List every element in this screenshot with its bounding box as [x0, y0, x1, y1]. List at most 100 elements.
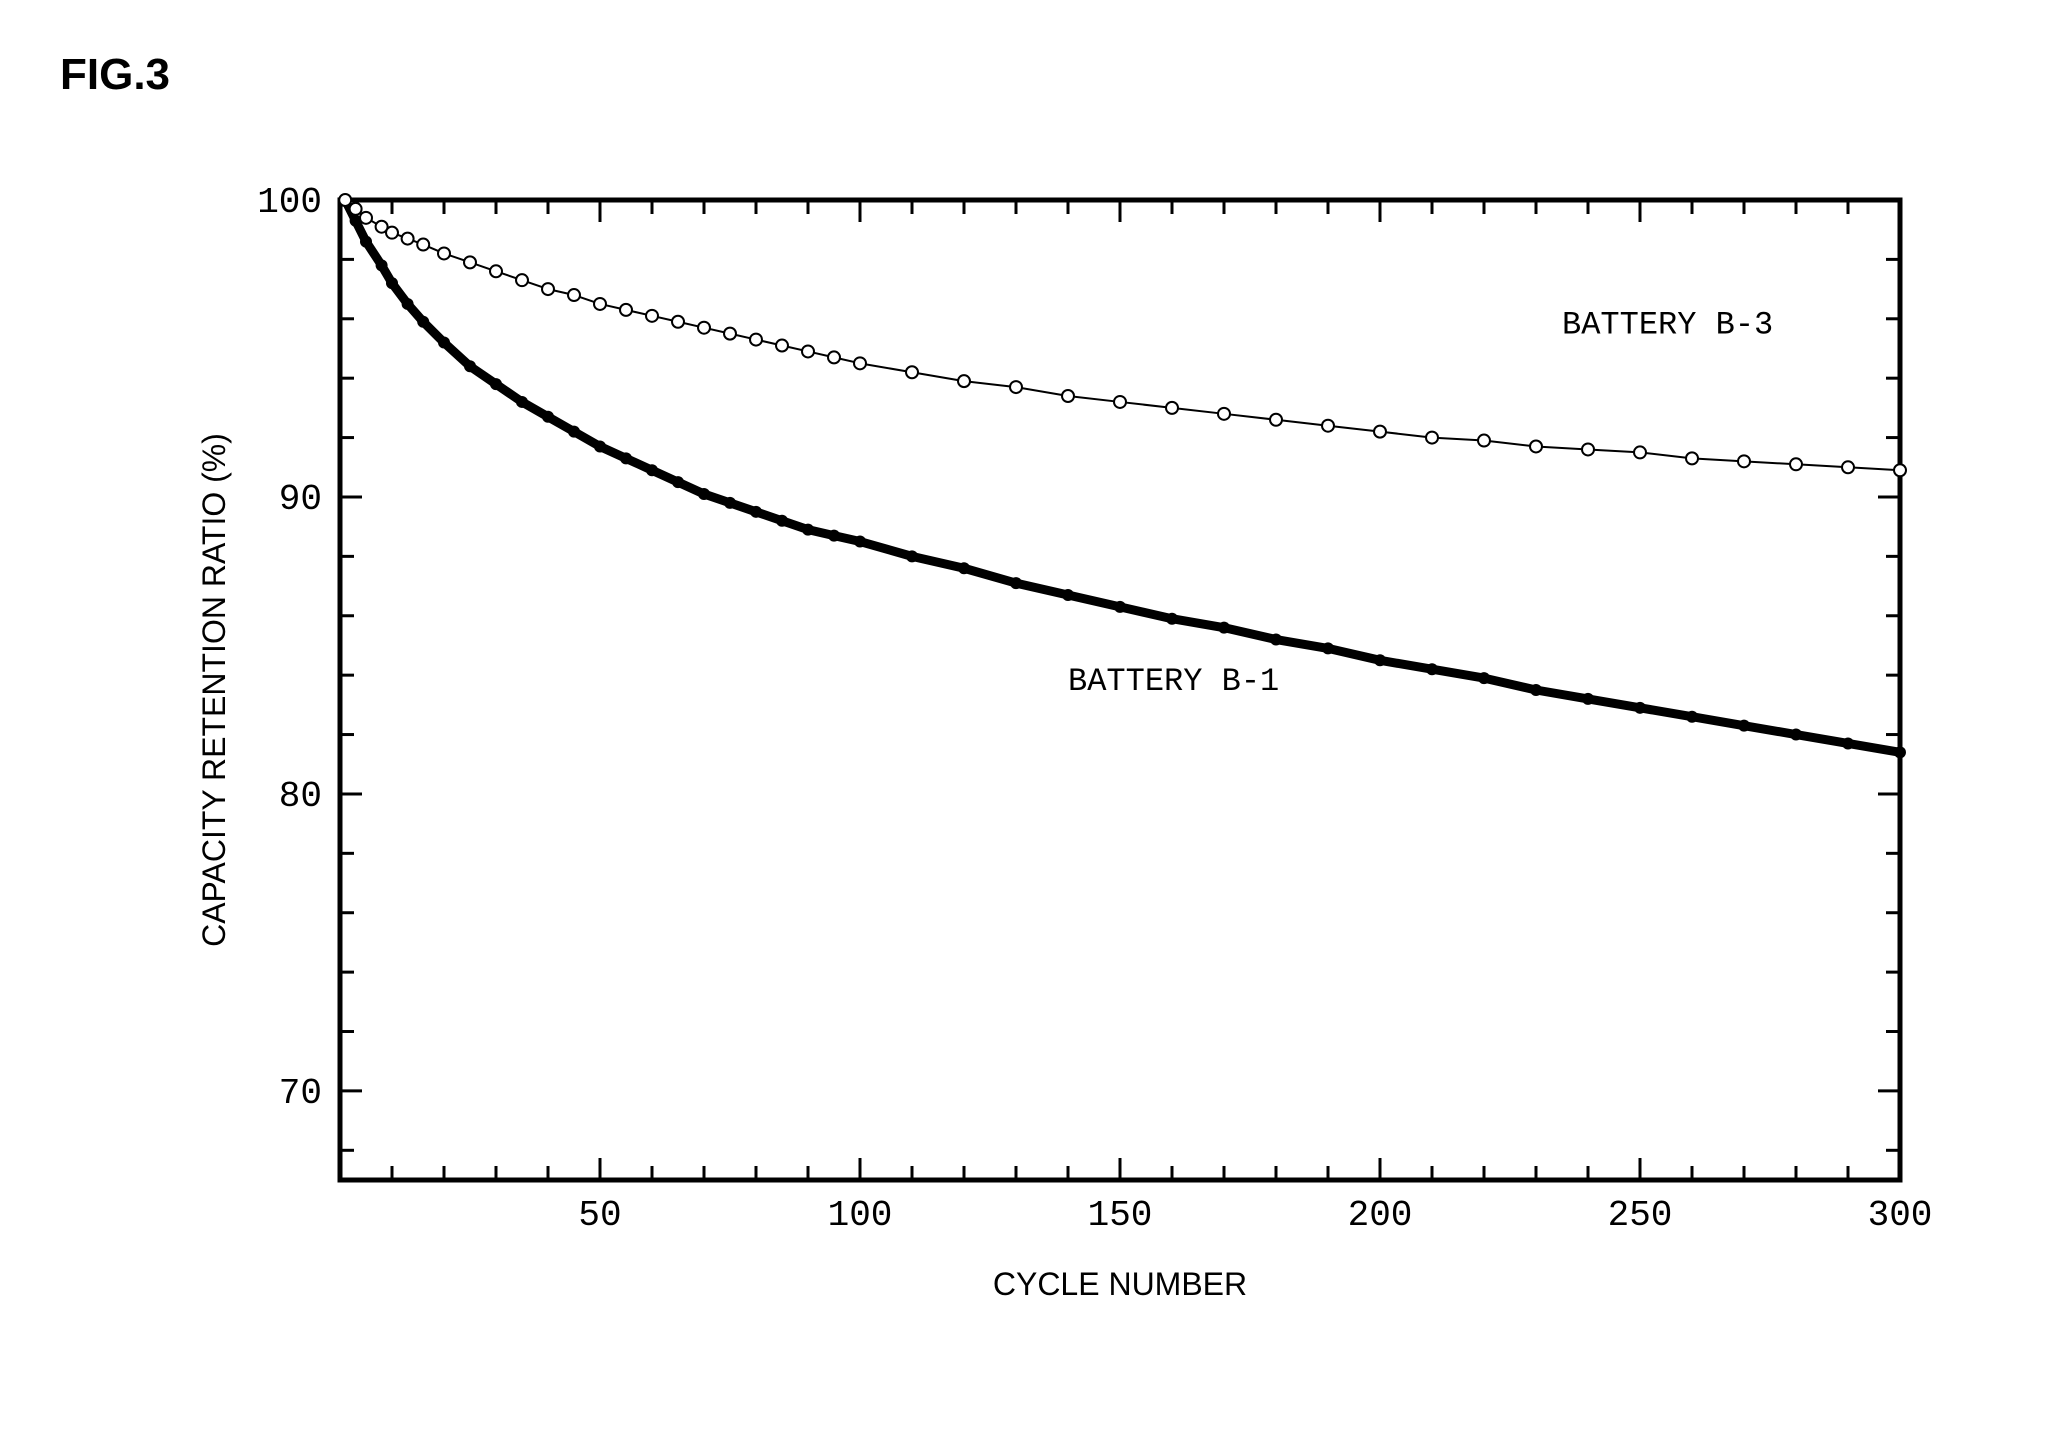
series-b1-marker: [417, 316, 429, 328]
x-tick-label: 250: [1608, 1195, 1673, 1236]
series-b3-marker: [339, 194, 351, 206]
series-b3-marker: [776, 340, 788, 352]
series-b3-marker: [1582, 443, 1594, 455]
series-b3-marker: [1842, 461, 1854, 473]
series-b3-marker: [490, 265, 502, 277]
series-b3-marker: [1218, 408, 1230, 420]
y-tick-label: 70: [279, 1073, 322, 1114]
series-b3-marker: [1686, 452, 1698, 464]
series-b1-marker: [672, 476, 684, 488]
series-b3-marker: [1114, 396, 1126, 408]
series-b1-marker: [776, 515, 788, 527]
series-b3-marker: [620, 304, 632, 316]
series-b1-marker: [1686, 711, 1698, 723]
capacity-retention-chart: 50 100 150 200 250 300 70 80 90 100 CYCLE NUMBER CA…: [120, 170, 1940, 1350]
series-b1-marker: [386, 277, 398, 289]
series-b1-marker: [542, 411, 554, 423]
series-b1-label: BATTERY B-1: [1068, 663, 1279, 700]
series-b1-marker: [1374, 654, 1386, 666]
x-tick-label: 200: [1348, 1195, 1413, 1236]
page: { "figure_label": { "text": "FIG.3", "fo…: [0, 0, 2054, 1442]
series-b3-marker: [402, 233, 414, 245]
series-b3-marker: [1738, 455, 1750, 467]
figure-label: FIG.3: [60, 50, 170, 100]
series-b1-marker: [464, 360, 476, 372]
series-b3-marker: [1166, 402, 1178, 414]
series-b3-label: BATTERY B-3: [1562, 307, 1773, 344]
series-b1-marker: [620, 452, 632, 464]
series-b3-marker: [1322, 420, 1334, 432]
series-b1-marker: [376, 259, 388, 271]
series-b3-marker: [386, 227, 398, 239]
series-b3-marker: [672, 316, 684, 328]
series-b1-marker: [1842, 737, 1854, 749]
series-b1-marker: [854, 536, 866, 548]
series-b3-marker: [417, 239, 429, 251]
series-b3-marker: [1478, 435, 1490, 447]
series-b3-marker: [464, 256, 476, 268]
series-b1-marker: [1426, 663, 1438, 675]
series-b1-marker: [594, 440, 606, 452]
series-b3-marker: [724, 328, 736, 340]
series-b1-marker: [438, 337, 450, 349]
series-b3-marker: [1530, 440, 1542, 452]
series-b1-marker: [1582, 693, 1594, 705]
series-b1-marker: [360, 236, 372, 248]
series-b1-marker: [1218, 622, 1230, 634]
series-b3-marker: [1634, 446, 1646, 458]
y-axis-label: CAPACITY RETENTION RATIO (%): [196, 433, 232, 947]
series-b1-marker: [906, 550, 918, 562]
series-b3-marker: [1374, 426, 1386, 438]
series-b1-marker: [724, 497, 736, 509]
series-b1-marker: [1634, 702, 1646, 714]
x-tick-label: 300: [1868, 1195, 1933, 1236]
y-tick-label: 90: [279, 479, 322, 520]
y-tick-label: 100: [257, 182, 322, 223]
series-b3-marker: [1270, 414, 1282, 426]
series-b3-marker: [1426, 432, 1438, 444]
series-b3-marker: [360, 212, 372, 224]
y-tick-label: 80: [279, 776, 322, 817]
x-tick-label: 50: [578, 1195, 621, 1236]
series-b1-marker: [1478, 672, 1490, 684]
series-b1-marker: [802, 524, 814, 536]
series-b1-marker: [958, 562, 970, 574]
series-b3-marker: [350, 203, 362, 215]
series-b1-marker: [1790, 729, 1802, 741]
series-b1-marker: [646, 464, 658, 476]
series-b3-marker: [568, 289, 580, 301]
series-b1-marker: [828, 530, 840, 542]
series-b3-marker: [516, 274, 528, 286]
series-b3-marker: [1062, 390, 1074, 402]
series-b3-marker: [594, 298, 606, 310]
series-b3-marker: [1790, 458, 1802, 470]
series-b1-marker: [516, 396, 528, 408]
series-b3-marker: [802, 345, 814, 357]
series-b1-marker: [1010, 577, 1022, 589]
series-b1-marker: [568, 426, 580, 438]
series-b1-marker: [1894, 746, 1906, 758]
series-b3-marker: [646, 310, 658, 322]
series-b1-marker: [1530, 684, 1542, 696]
series-b3-marker: [698, 322, 710, 334]
series-b1-marker: [698, 488, 710, 500]
series-b1-marker: [1322, 642, 1334, 654]
series-b1-marker: [490, 378, 502, 390]
x-tick-label: 150: [1088, 1195, 1153, 1236]
series-b3-marker: [750, 334, 762, 346]
series-b3-marker: [1894, 464, 1906, 476]
series-b1-marker: [402, 298, 414, 310]
x-tick-label: 100: [828, 1195, 893, 1236]
series-b1-marker: [1738, 720, 1750, 732]
series-b1-marker: [1114, 601, 1126, 613]
series-b1-marker: [750, 506, 762, 518]
series-b3-marker: [828, 351, 840, 363]
series-b3-marker: [906, 366, 918, 378]
series-b3-marker: [438, 247, 450, 259]
series-b3-marker: [1010, 381, 1022, 393]
series-b1-marker: [1270, 634, 1282, 646]
series-b1-marker: [1166, 613, 1178, 625]
series-b1-marker: [1062, 589, 1074, 601]
series-b3-marker: [542, 283, 554, 295]
x-axis-label: CYCLE NUMBER: [993, 1266, 1247, 1302]
